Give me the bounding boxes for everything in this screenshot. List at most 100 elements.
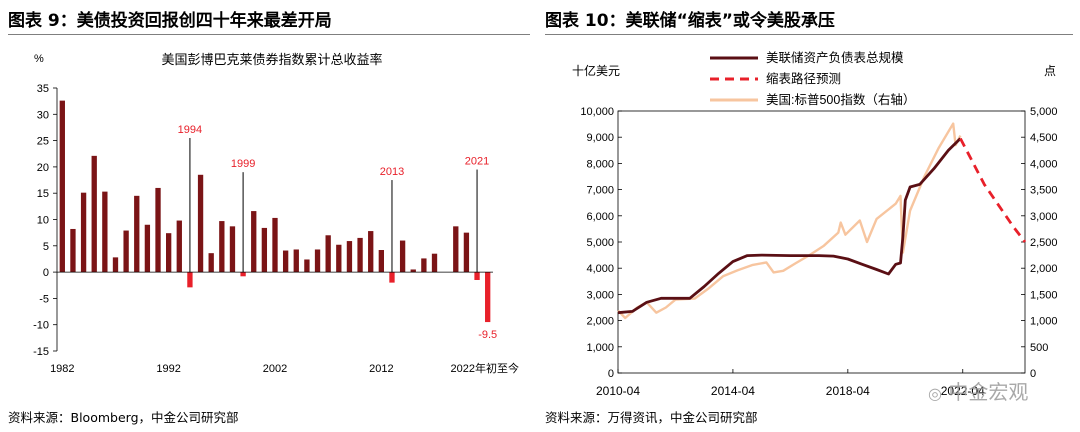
y-tick-label: 35 <box>37 83 49 95</box>
bar-chart-y-unit: % <box>34 53 44 65</box>
x-tick-label: 2002 <box>263 363 287 375</box>
bar <box>346 241 353 273</box>
bar <box>410 269 416 273</box>
bar <box>219 221 225 273</box>
x-tick-label: 2022年初至今 <box>451 361 519 375</box>
bar <box>134 195 140 273</box>
x-tick-label: 1992 <box>156 363 180 375</box>
annotation-label: 2021 <box>465 156 489 168</box>
bar <box>368 231 374 273</box>
left-figure-title: 图表 9：美债投资回报创四十年来最差开局 <box>8 11 332 31</box>
right-figure-title: 图表 10：美联储“缩表”或令美股承压 <box>545 11 835 31</box>
left-axis-unit: 十亿美元 <box>572 63 620 78</box>
watermark-logo: ◎ 中金宏观 <box>928 376 1028 405</box>
right-y-tick-label: 4,000 <box>1030 158 1058 170</box>
x-tick-label: 2018-04 <box>826 384 870 398</box>
bond-return-bar-chart: 美国彭博巴克莱债券指数累计总收益率 % -15 -10 -5 0 5 10 15 20 25 30… <box>33 52 519 375</box>
y-tick-label: 25 <box>37 136 49 148</box>
right-y-tick-label: 2,500 <box>1030 237 1058 249</box>
bar <box>102 191 108 273</box>
left-y-tick-label: 9,000 <box>586 132 614 144</box>
bar <box>166 233 172 273</box>
bar <box>144 224 151 273</box>
bar-chart-title: 美国彭博巴克莱债券指数累计总收益率 <box>161 52 382 67</box>
bar <box>399 240 406 273</box>
bar <box>251 211 257 273</box>
x-tick-label: 2014-04 <box>711 384 755 398</box>
bar-chart-bars <box>59 100 491 323</box>
plot-area-frame <box>617 110 1026 374</box>
right-y-tick-label: 3,000 <box>1030 211 1058 223</box>
annotation-label: -9.5 <box>478 329 497 341</box>
balance-sheet-line <box>617 137 962 315</box>
bar <box>474 272 480 280</box>
bar <box>485 272 491 323</box>
bar <box>70 228 76 273</box>
legend-label: 缩表路径预测 <box>766 71 841 86</box>
bar <box>453 226 459 273</box>
bar <box>431 253 438 273</box>
left-y-tick-label: 5,000 <box>586 237 614 249</box>
bar <box>336 244 342 273</box>
left-y-tick-label: 10,000 <box>580 106 614 118</box>
bar <box>314 249 321 273</box>
right-y-tick-label: 3,500 <box>1030 185 1058 197</box>
bar <box>282 250 289 273</box>
bar <box>59 100 65 273</box>
right-title-rule <box>545 34 1073 35</box>
bar <box>272 217 278 273</box>
y-tick-label: 10 <box>37 215 49 227</box>
y-tick-label: -5 <box>39 293 49 305</box>
bar <box>325 235 331 273</box>
y-tick-label: 30 <box>37 109 49 121</box>
bar <box>155 187 161 273</box>
bar <box>240 272 246 277</box>
legend-label: 美联储资产负债表总规模 <box>766 50 904 65</box>
left-y-tick-label: 2,000 <box>586 316 614 328</box>
sp500-line <box>617 122 962 320</box>
annotation-label: 1994 <box>178 124 202 136</box>
line-chart-series <box>617 122 1027 320</box>
bar <box>421 258 427 273</box>
y-tick-label: 20 <box>37 162 49 174</box>
bar <box>261 227 268 273</box>
left-y-tick-label: 8,000 <box>586 158 614 170</box>
taper-forecast-line <box>959 137 1027 243</box>
left-title-rule <box>8 34 530 35</box>
left-y-tick-label: 4,000 <box>586 263 614 275</box>
bar <box>357 237 363 273</box>
x-tick-label: 2010-04 <box>596 384 640 398</box>
bar <box>112 257 119 273</box>
bar-chart-y-axis: -15 -10 -5 0 5 10 15 20 25 30 35 <box>33 83 58 358</box>
y-tick-label: -15 <box>33 346 49 358</box>
x-tick-label: 2012 <box>369 363 393 375</box>
bar <box>304 259 310 273</box>
bar-chart-annotations: 1994 1999 2013 2021 -9.5 <box>178 124 497 341</box>
y-tick-label: 5 <box>43 241 49 253</box>
bar <box>208 253 214 273</box>
left-y-tick-label: 1,000 <box>586 342 614 354</box>
left-y-tick-label: 3,000 <box>586 289 614 301</box>
right-y-tick-label: 1,000 <box>1030 316 1058 328</box>
right-y-tick-label: 5,000 <box>1030 106 1058 118</box>
y-tick-label: -10 <box>33 320 49 332</box>
annotation-label: 1999 <box>231 158 255 170</box>
right-y-tick-label: 0 <box>1030 368 1036 380</box>
left-y-tick-label: 0 <box>608 368 614 380</box>
right-figure-source: 资料来源：万得资讯，中金公司研究部 <box>545 410 758 425</box>
bar-chart-x-axis: 1982 1992 2002 2012 2022年初至今 <box>50 271 519 375</box>
right-y-tick-label: 2,000 <box>1030 263 1058 275</box>
annotation-label: 2013 <box>380 166 404 178</box>
right-y-tick-label: 500 <box>1030 342 1048 354</box>
fed-balance-sheet-line-chart: 十亿美元 点 0 1,000 2,000 3,000 4,000 5,000 6,000 7,… <box>572 50 1058 398</box>
x-tick-label: 1982 <box>50 363 74 375</box>
left-y-tick-label: 7,000 <box>586 185 614 197</box>
bar <box>123 230 129 273</box>
watermark-text: 中金宏观 <box>948 380 1029 404</box>
y-tick-label: 0 <box>43 267 49 279</box>
left-y-tick-label: 6,000 <box>586 211 614 223</box>
bar <box>293 249 299 273</box>
y-tick-label: 15 <box>37 188 49 200</box>
right-axis-unit: 点 <box>1044 64 1056 78</box>
